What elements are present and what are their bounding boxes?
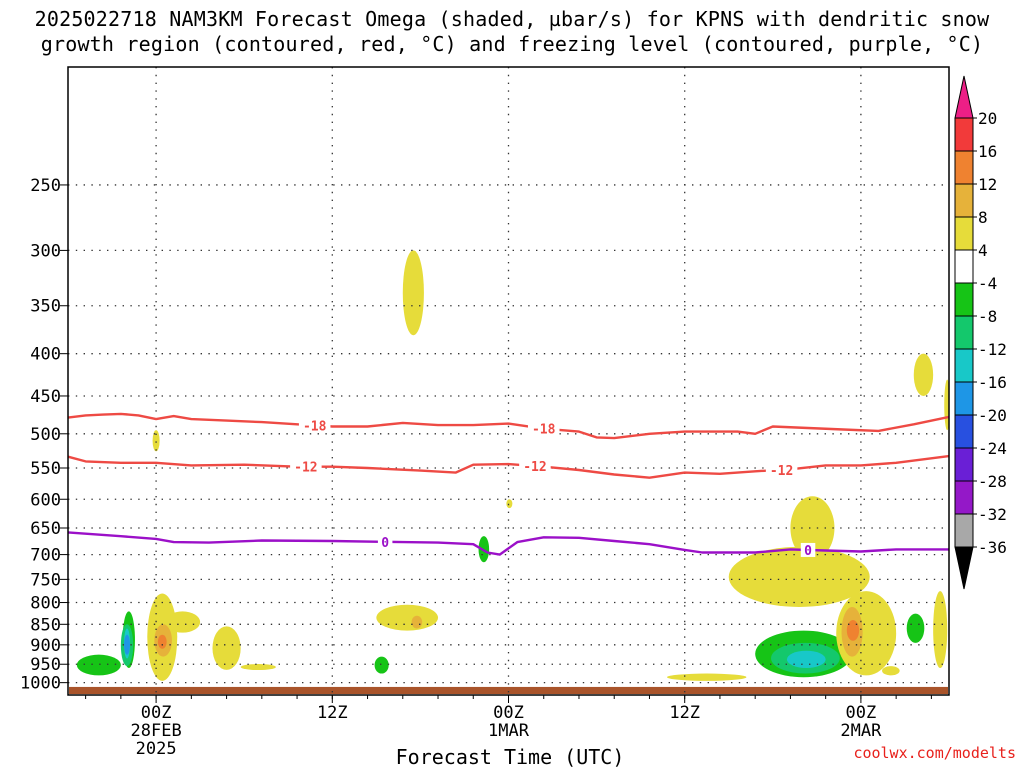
ground-strip [69, 686, 948, 694]
colorbar-bin [954, 315, 974, 350]
colorbar-top-arrow [954, 75, 974, 119]
contour-label-bg [519, 459, 551, 474]
colorbar-bin [954, 282, 974, 317]
colorbar-bin [954, 381, 974, 416]
freezing-level-line [67, 531, 949, 556]
omega-regions [76, 250, 949, 681]
contour-label-bg [800, 542, 816, 557]
contour-label: -18 [303, 419, 327, 434]
contour-label: -18 [532, 423, 556, 438]
x-tick-label: 12Z [669, 703, 700, 723]
omega-region-4 [402, 250, 424, 336]
colorbar-label: 16 [978, 142, 997, 161]
omega-region-4 [667, 673, 747, 681]
colorbar-label: -16 [978, 373, 1007, 392]
omega-region--4 [906, 613, 925, 643]
x-axis-label: Forecast Time (UTC) [395, 745, 625, 769]
y-tick-label: 950 [30, 655, 61, 675]
y-tick-label: 450 [30, 387, 61, 407]
contour-label: 0 [804, 544, 812, 559]
omega-region-4 [933, 591, 948, 668]
omega-region--4 [76, 654, 121, 676]
colorbar-label: 4 [978, 241, 988, 260]
contour-label-bg [298, 418, 331, 433]
omega-region--16 [124, 634, 131, 655]
credit-text: coolwx.com/modelts [853, 744, 1016, 762]
omega-region--4 [374, 656, 389, 674]
dendritic-line [67, 412, 950, 440]
x-tick-label: 00Z [846, 703, 877, 723]
chart-title-line2: growth region (contoured, red, °C) and f… [40, 32, 984, 56]
omega-region-4 [913, 353, 934, 396]
contour-label-bg [765, 462, 798, 477]
colorbar-label: -36 [978, 538, 1007, 557]
y-tick-label: 700 [30, 546, 61, 566]
y-tick-label: 500 [30, 425, 61, 445]
contour-label: 0 [381, 536, 389, 551]
y-tick-label: 400 [30, 345, 61, 365]
colorbar-bottom-arrow [954, 546, 974, 590]
y-tick-label: 800 [30, 594, 61, 614]
omega-region-4 [376, 604, 439, 631]
colorbar-bin [954, 447, 974, 482]
y-tick-label: 550 [30, 459, 61, 479]
x-tick-year: 2025 [136, 739, 177, 759]
y-tick-label: 1000 [20, 674, 61, 694]
x-tick-date: 1MAR [488, 721, 530, 741]
y-tick-label: 750 [30, 570, 61, 590]
colorbar-bin [954, 150, 974, 185]
contour-label: -12 [523, 460, 546, 475]
colorbar-label: -12 [978, 340, 1007, 359]
contour-label: -12 [294, 461, 317, 476]
contour-label: -12 [770, 464, 793, 479]
colorbar-bin [954, 117, 974, 152]
colorbar-bin [954, 183, 974, 218]
omega-region-12 [157, 634, 167, 649]
omega-region-4 [240, 664, 276, 671]
omega-region--12 [786, 650, 826, 668]
omega-region-8 [411, 615, 423, 629]
colorbar-label: -20 [978, 406, 1007, 425]
omega-region-4 [164, 611, 201, 633]
colorbar-bin [954, 414, 974, 449]
omega-region-4 [882, 666, 900, 676]
colorbar-label: 20 [978, 109, 997, 128]
contour-label-bg [377, 534, 393, 549]
omega-region-12 [846, 620, 860, 641]
dendritic-line [67, 454, 950, 479]
colorbar-label: -24 [978, 439, 1007, 458]
y-tick-label: 900 [30, 636, 61, 656]
x-tick-date: 2MAR [840, 721, 882, 741]
x-tick-label: 00Z [493, 703, 524, 723]
colorbar-label: -28 [978, 472, 1007, 491]
colorbar-bin [954, 480, 974, 515]
y-tick-label: 300 [30, 241, 61, 261]
x-tick-label: 00Z [141, 703, 172, 723]
y-tick-label: 250 [30, 176, 61, 196]
colorbar-bin [954, 348, 974, 383]
omega-region-4 [212, 626, 241, 670]
y-tick-label: 600 [30, 490, 61, 510]
y-tick-label: 350 [30, 297, 61, 317]
plot-frame [67, 66, 950, 696]
colorbar-bin [954, 513, 974, 548]
omega-region-4 [506, 499, 513, 509]
omega-region-4 [152, 430, 160, 452]
colorbar-bin [954, 216, 974, 251]
colorbar-label: -4 [978, 274, 997, 293]
contour-label-bg [527, 421, 560, 436]
colorbar-label: -32 [978, 505, 1007, 524]
y-tick-label: 650 [30, 519, 61, 539]
colorbar-label: 8 [978, 208, 988, 227]
omega-region-4 [728, 546, 870, 607]
colorbar-label: -8 [978, 307, 997, 326]
contour-label-bg [290, 459, 322, 474]
x-tick-date: 28FEB [131, 721, 182, 741]
x-tick-label: 12Z [317, 703, 348, 723]
colorbar-label: 12 [978, 175, 997, 194]
chart-title-line1: 2025022718 NAM3KM Forecast Omega (shaded… [34, 7, 990, 31]
y-tick-label: 850 [30, 615, 61, 635]
colorbar-bin [954, 249, 974, 284]
